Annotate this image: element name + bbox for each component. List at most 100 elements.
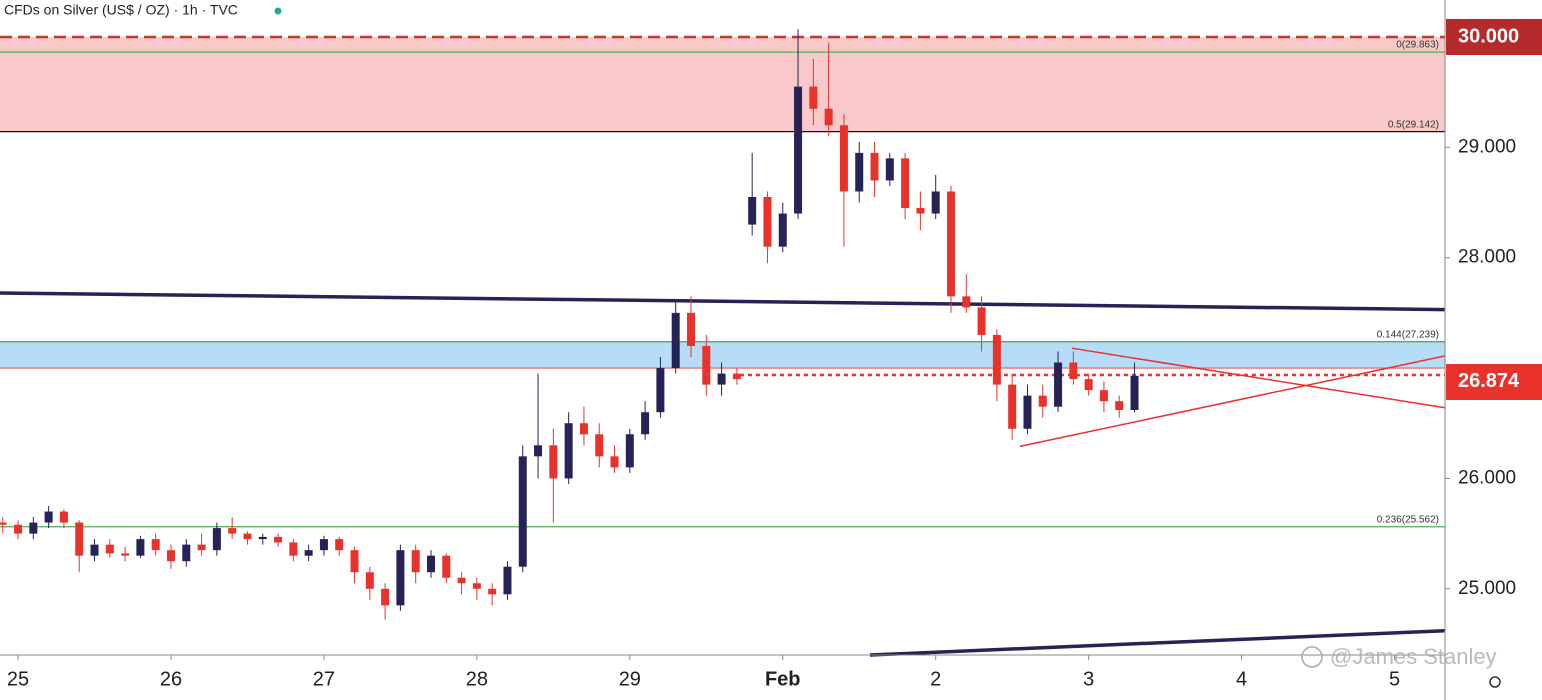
price-tag-label: 26.874	[1458, 370, 1520, 392]
candle-body	[1023, 395, 1032, 429]
candle-body	[75, 522, 84, 556]
candle-body	[1054, 362, 1063, 407]
candle-body	[14, 524, 23, 534]
candle-body	[166, 550, 175, 562]
candle-body	[0, 522, 7, 525]
candle-body	[610, 456, 619, 468]
candle-body	[962, 296, 971, 308]
y-tick-label: 25.000	[1458, 578, 1516, 599]
candle-body	[350, 550, 359, 573]
candle-body	[1130, 375, 1139, 410]
candle-body	[44, 511, 53, 523]
trendline	[0, 291, 1446, 312]
x-tick-label: 28	[466, 668, 488, 690]
candle-body	[182, 544, 191, 562]
candle-body	[274, 536, 283, 543]
candle-body	[977, 307, 986, 335]
candle-body	[625, 434, 634, 468]
level-label: 0.144(27.239)	[1377, 329, 1439, 340]
candle-body	[1084, 379, 1093, 391]
candle-body	[442, 555, 451, 578]
candle-body	[641, 412, 650, 435]
candle-body	[59, 511, 68, 523]
candle-body	[457, 577, 466, 584]
candle-body	[136, 539, 145, 556]
candle-body	[151, 539, 160, 551]
candle-body	[365, 572, 374, 589]
x-tick-label: 25	[7, 668, 29, 690]
settings-gear[interactable]	[1489, 676, 1501, 688]
candle-body	[121, 553, 130, 556]
trendline	[1071, 347, 1446, 409]
candle-body	[671, 312, 680, 369]
price-tag-label: 30.000	[1458, 25, 1519, 47]
candle-body	[1038, 395, 1047, 407]
price-tag	[1446, 18, 1542, 55]
x-tick-label: 26	[160, 668, 182, 690]
candle-body	[243, 533, 252, 540]
candle-body	[472, 583, 481, 589]
candle-body	[809, 86, 818, 109]
candle-body	[289, 542, 298, 556]
candle-body	[212, 528, 221, 551]
candle-body	[426, 555, 435, 573]
status-dot	[274, 7, 282, 15]
candle-body	[763, 196, 772, 247]
candle-body	[503, 566, 512, 595]
candle-body	[579, 423, 588, 435]
candle-body	[870, 152, 879, 181]
candle-body	[748, 196, 757, 225]
candle-body	[1115, 401, 1124, 410]
y-tick-label: 28.000	[1458, 247, 1516, 268]
candle-body	[717, 373, 726, 385]
x-tick-label: 3	[1083, 668, 1094, 690]
candle-body	[1099, 390, 1108, 402]
level-label: 0.236(25.562)	[1377, 514, 1439, 525]
x-tick-label: 29	[619, 668, 641, 690]
plot-area: 0(29.863) 0.5(29.142) 0.144(27.239) 0.236(2…	[0, 29, 1446, 657]
watermark: @James Stanley	[1330, 644, 1497, 669]
level-label: 0.5(29.142)	[1388, 119, 1439, 130]
candle-body	[29, 522, 38, 534]
x-tick-label: 27	[313, 668, 335, 690]
candle-body	[901, 158, 910, 209]
candle-body	[702, 345, 711, 385]
x-tick-label: 5	[1389, 668, 1400, 690]
candle-body	[992, 334, 1001, 385]
candle-body	[946, 191, 955, 297]
candle-body	[839, 125, 848, 192]
candle-body	[564, 423, 573, 479]
candle-body	[794, 86, 803, 214]
candle-body	[304, 550, 313, 556]
candle-body	[931, 191, 940, 214]
candle-body	[335, 539, 344, 551]
candle-body	[411, 550, 420, 573]
zone	[0, 341, 1445, 369]
candle-body	[105, 544, 114, 554]
candle-body	[778, 213, 787, 247]
candle-body	[534, 445, 543, 457]
candle-body	[824, 108, 833, 126]
candle-body	[396, 550, 405, 606]
logo-circle	[1301, 646, 1323, 668]
chart-title: CFDs on Silver (US$ / OZ) · 1h · TVC	[4, 2, 238, 18]
candle-body	[1008, 384, 1017, 429]
y-tick-label: 26.000	[1458, 467, 1516, 488]
candle-body	[197, 544, 206, 551]
watermark-logo	[1301, 646, 1323, 668]
level-label: 0(29.863)	[1396, 40, 1439, 51]
settings-icon[interactable]	[1489, 676, 1501, 688]
candle-body	[90, 544, 99, 556]
candle-body	[732, 373, 741, 380]
trendline	[869, 628, 1446, 657]
candle-body	[488, 588, 497, 595]
candle-body	[595, 434, 604, 457]
candle-body	[686, 312, 695, 346]
candle-body	[885, 158, 894, 181]
candle-body	[381, 588, 390, 606]
candle-body	[518, 456, 527, 567]
y-tick-label: 29.000	[1458, 136, 1516, 157]
zone	[0, 36, 1445, 132]
trendline	[1019, 355, 1446, 448]
